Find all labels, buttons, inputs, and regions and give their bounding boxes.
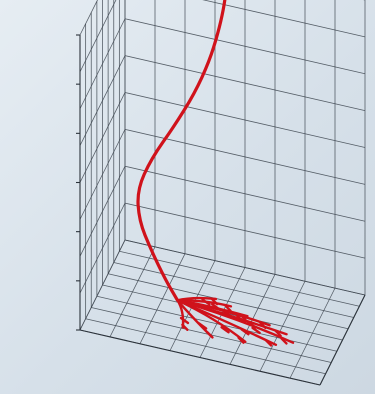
side-wall-gridline <box>79 92 126 183</box>
series-twig-line <box>179 316 190 325</box>
back-wall-gridline <box>202 0 366 38</box>
series-twig-line <box>274 329 282 338</box>
side-wall-gridline <box>79 18 126 109</box>
floor-gridline <box>119 250 360 307</box>
series-twig-line <box>206 331 214 339</box>
back-wall-gridline <box>124 92 366 148</box>
back-wall-gridline <box>124 18 366 75</box>
floor-gridline <box>259 281 306 372</box>
series-twig-line <box>240 328 250 336</box>
series-twig-line <box>264 339 273 347</box>
back-wall-gridline <box>124 55 366 112</box>
frame-edge <box>319 294 366 386</box>
floor-gridline <box>113 262 354 318</box>
side-wall-gridline <box>79 55 126 146</box>
floor-gridline <box>124 239 366 296</box>
series-twig-line <box>181 323 189 331</box>
tick-layer <box>76 34 80 331</box>
series-twig-line <box>224 304 232 312</box>
frame-edge <box>79 329 321 386</box>
side-wall-gridline <box>79 0 98 36</box>
series-twig-line <box>237 336 245 344</box>
series-stem-line <box>136 0 227 302</box>
grid-layer <box>79 0 366 386</box>
floor-gridline <box>289 287 336 379</box>
series-twig-line <box>220 326 230 334</box>
series-twig-line <box>197 322 208 330</box>
series-twig-line <box>280 337 288 345</box>
floor-gridline <box>108 273 349 330</box>
side-wall-gridline <box>79 0 117 73</box>
trace-layer <box>136 0 295 347</box>
series-twig-line <box>251 326 261 335</box>
